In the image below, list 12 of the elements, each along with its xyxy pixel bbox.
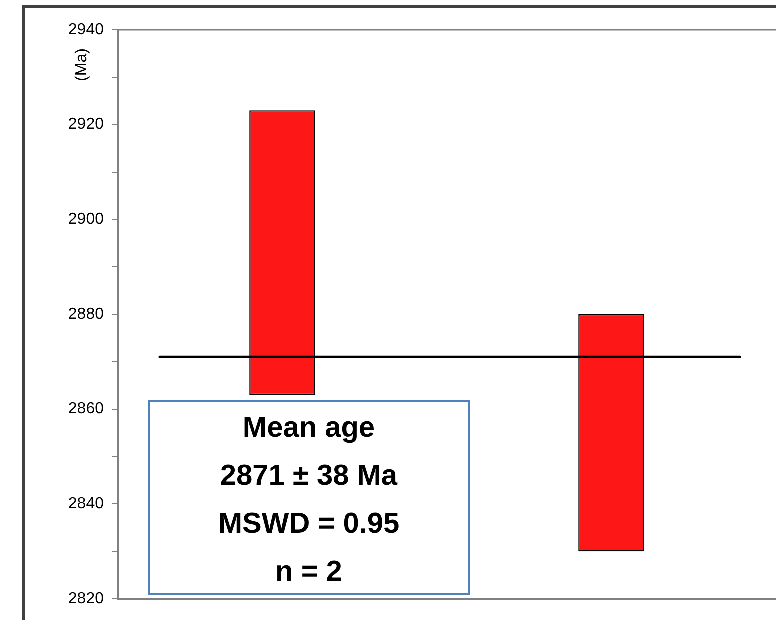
annotation: Mean age (242, 411, 376, 446)
y-tick-label: 2880 (68, 306, 104, 323)
y-tick-label: 2860 (68, 400, 104, 418)
annotation: 2871 ± 38 Ma (219, 459, 399, 494)
y-tick-label: 2940 (68, 21, 104, 38)
y-tick-label: 2820 (68, 590, 104, 608)
y-tick-label: 2900 (68, 211, 104, 228)
annotation: MSWD = 0.95 (217, 507, 401, 542)
y-tick-label: 2920 (68, 116, 104, 134)
y-axis-title: (Ma) (73, 48, 90, 82)
y-tick-label: 2840 (68, 496, 104, 513)
annotation: n = 2 (274, 555, 344, 590)
